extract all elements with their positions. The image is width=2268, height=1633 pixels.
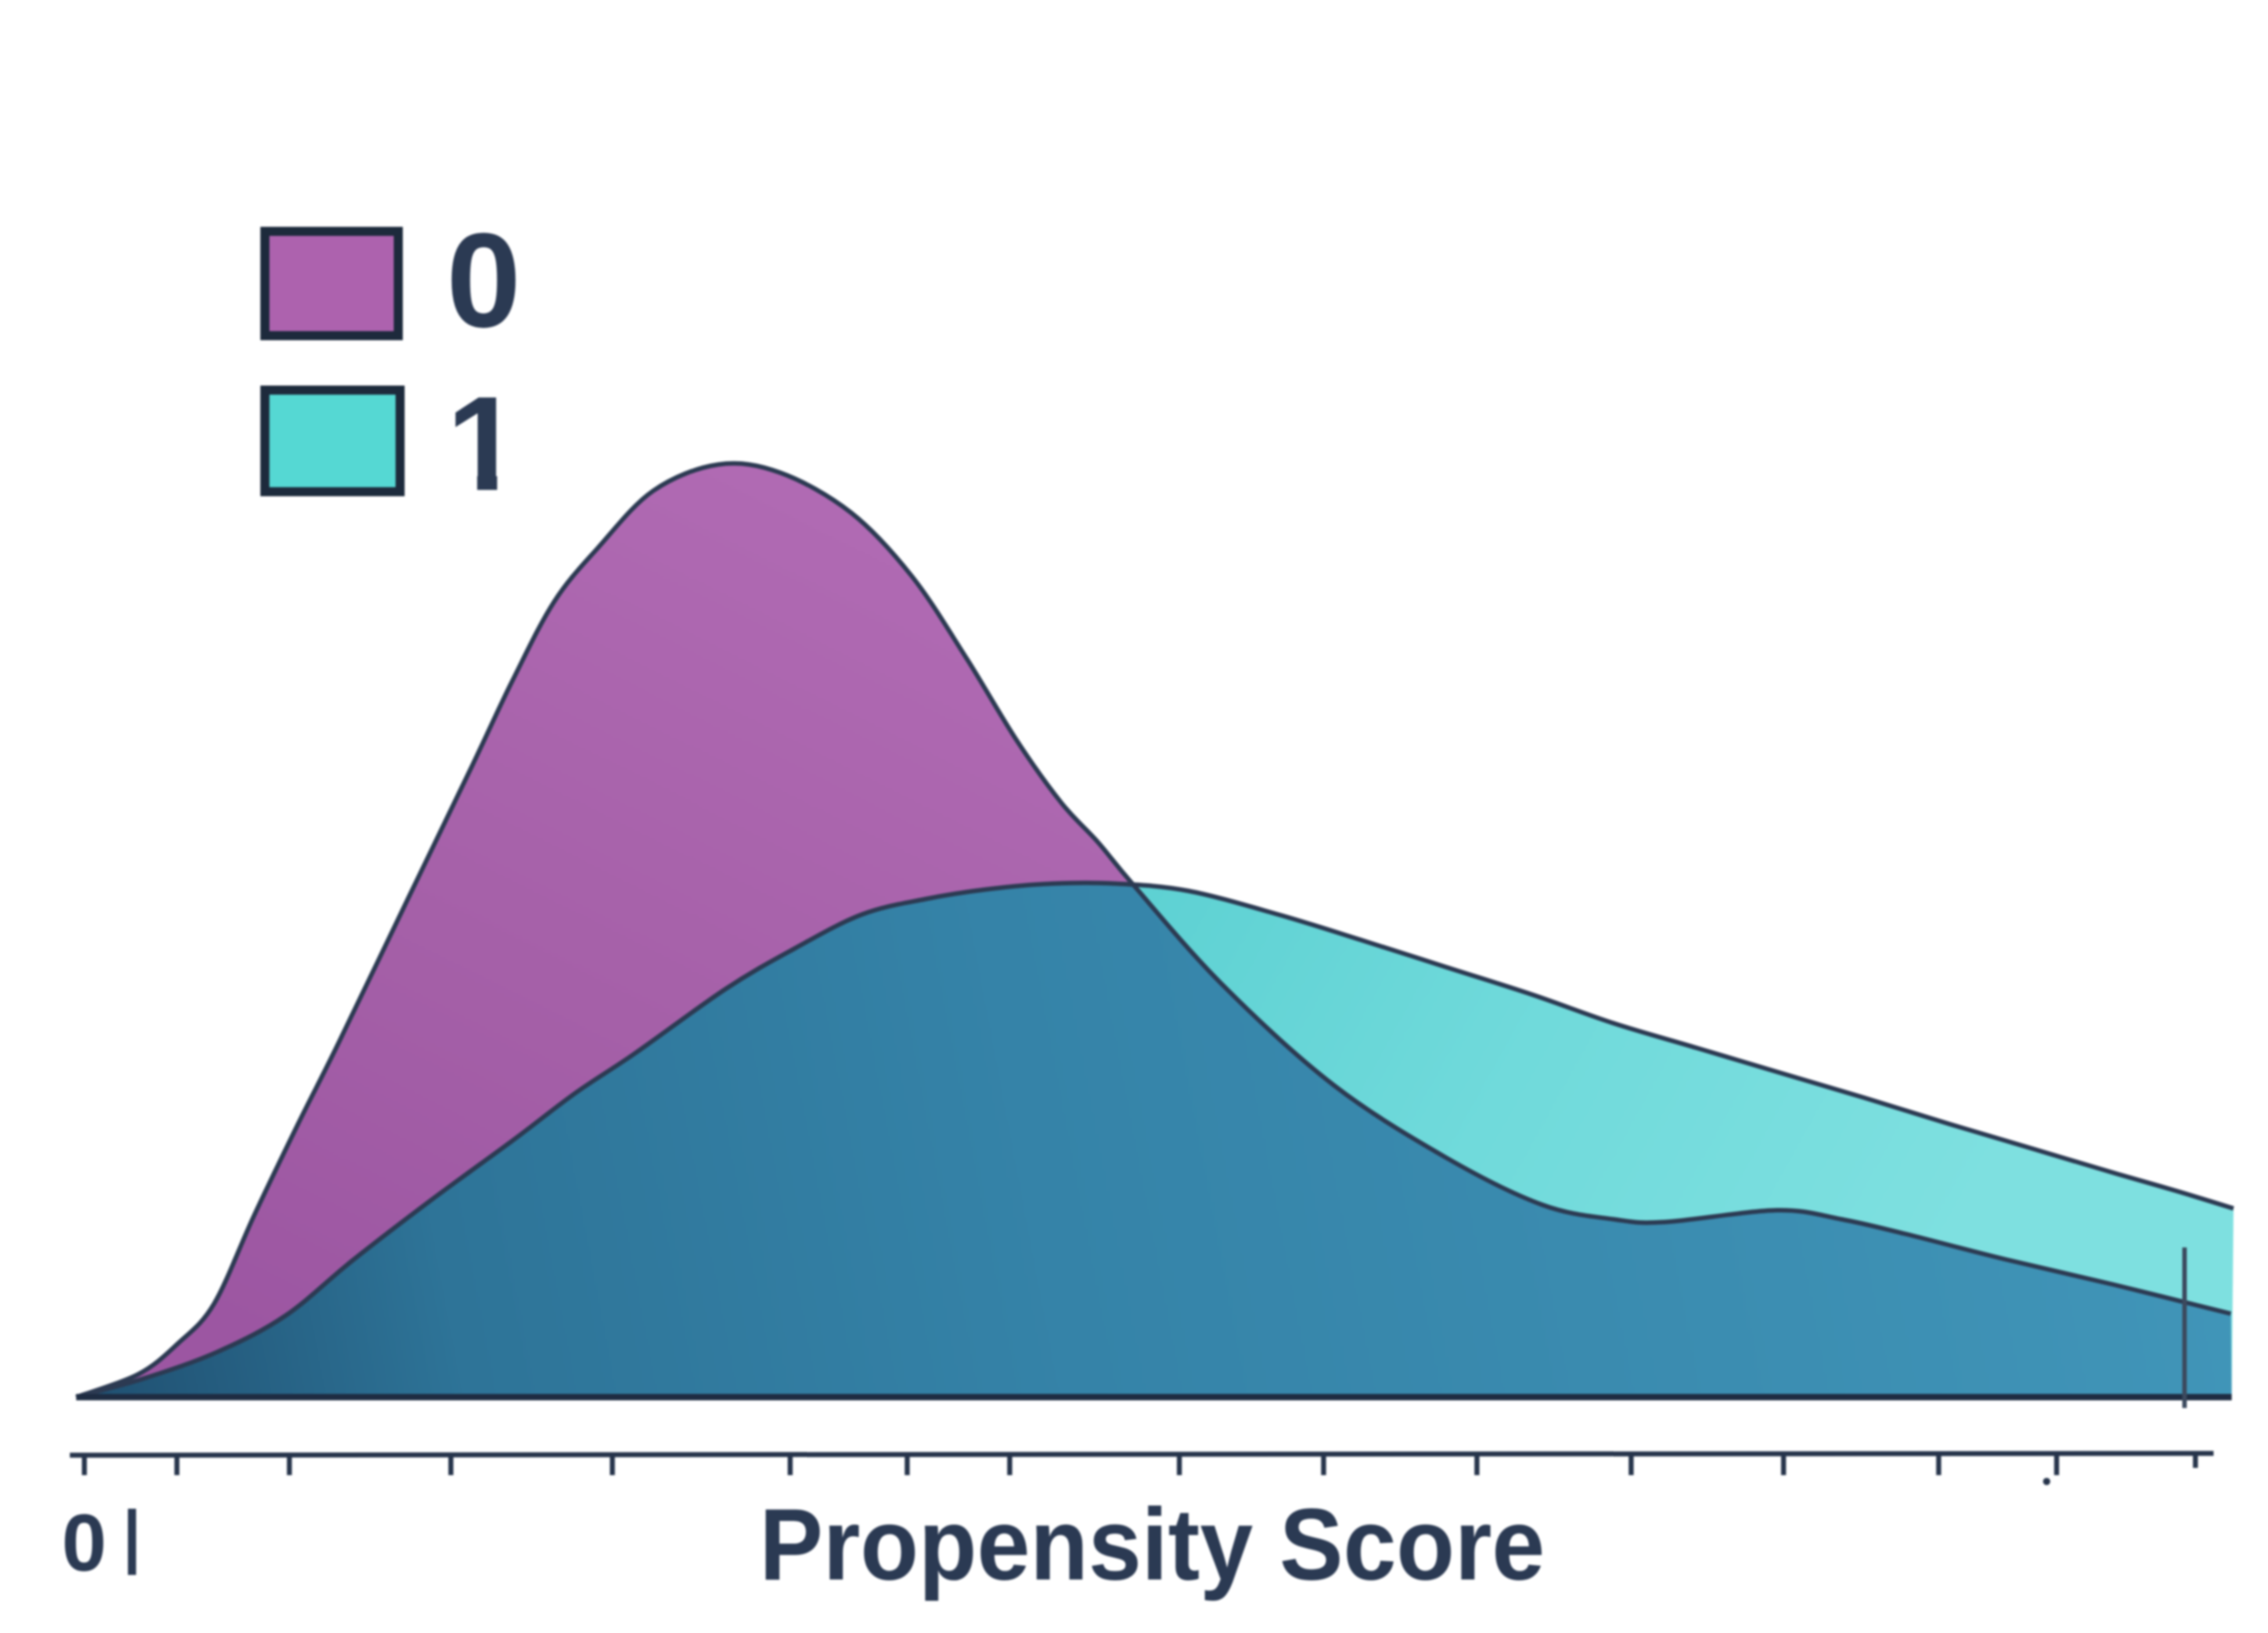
svg-text:0: 0: [446, 206, 521, 356]
svg-text:1: 1: [446, 369, 521, 519]
svg-text:0: 0: [62, 1497, 107, 1588]
svg-text:Propensity Score: Propensity Score: [759, 1488, 1545, 1601]
